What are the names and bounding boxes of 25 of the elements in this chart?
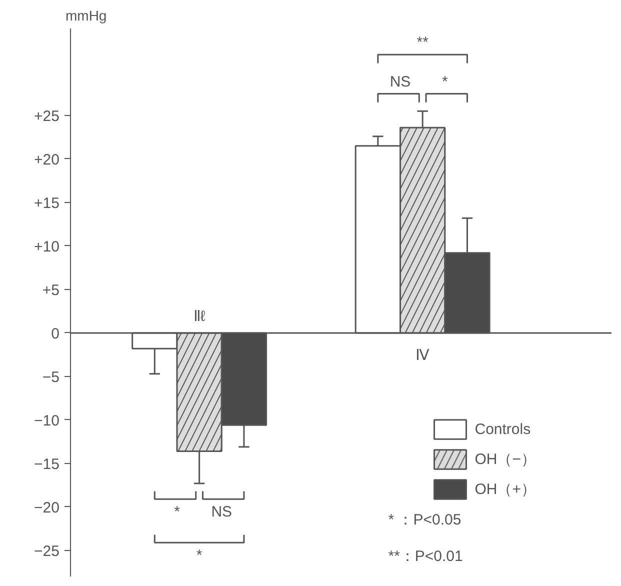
annotation: ** (416, 34, 429, 52)
y-axis-title: mmHg (66, 8, 107, 24)
y-tick-label: −20 (34, 499, 60, 516)
y-tick-label: 0 (51, 325, 60, 342)
y-tick-label: +10 (34, 238, 60, 256)
y-tick-label: +20 (34, 151, 60, 168)
y-tick-label: +25 (34, 108, 60, 125)
y-tick-label: +5 (42, 282, 60, 299)
annotation: * ：P<0.05 (388, 511, 462, 528)
annotation: **：P<0.01 (388, 548, 463, 565)
y-tick-label: −15 (34, 456, 60, 473)
x-tick-label: Ⅱℓ (193, 308, 206, 325)
legend-label: OH（+） (474, 480, 536, 498)
y-tick-label: +15 (34, 194, 60, 212)
annotation: NS (390, 73, 411, 90)
y-tick-label: −10 (34, 412, 60, 430)
annotation: NS (211, 503, 232, 520)
legend-label: OH（−） (474, 450, 536, 468)
annotation: * (196, 546, 202, 564)
annotation: * (442, 73, 448, 90)
y-tick-label: −25 (34, 542, 60, 560)
x-tick-label: Ⅳ (416, 346, 430, 364)
annotation: * (174, 503, 180, 520)
legend-label: Controls (474, 420, 531, 438)
y-tick-label: −5 (42, 368, 60, 386)
